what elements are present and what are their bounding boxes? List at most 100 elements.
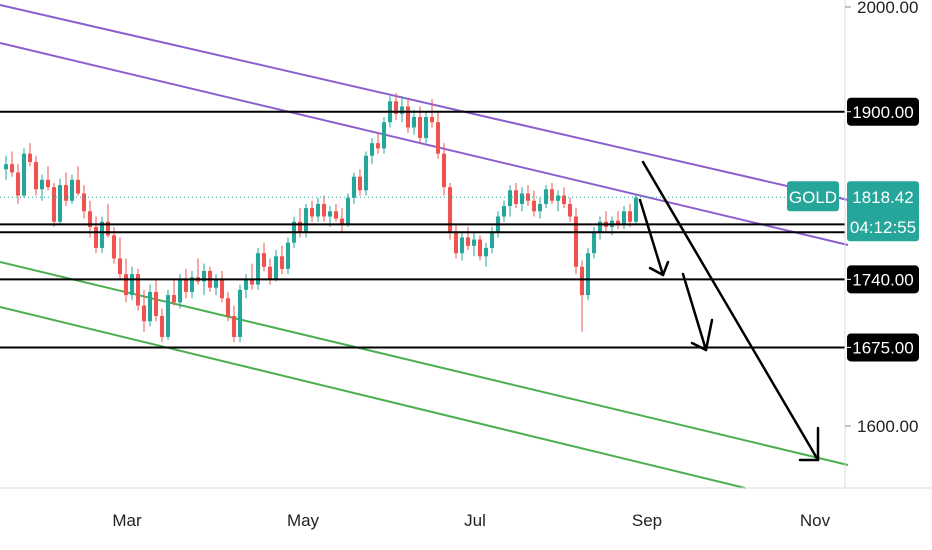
candle — [261, 242, 267, 271]
candle — [393, 92, 399, 121]
candle — [141, 289, 147, 332]
candle-body — [333, 211, 339, 219]
candle — [363, 151, 369, 196]
candle — [423, 111, 429, 144]
candle — [3, 155, 9, 180]
candle — [171, 279, 177, 306]
candle — [465, 226, 471, 251]
candle-body — [453, 232, 459, 254]
arrow-down-long — [641, 160, 820, 462]
candle-body — [99, 221, 105, 248]
candle — [15, 164, 21, 204]
candle — [447, 182, 453, 240]
candle-body — [243, 279, 249, 290]
candle-body — [3, 164, 9, 170]
candle — [45, 166, 51, 191]
candle — [615, 211, 621, 230]
candle — [123, 258, 129, 303]
candle-body — [177, 279, 183, 303]
candle — [627, 203, 633, 227]
candle — [39, 174, 45, 201]
candle-body — [567, 203, 573, 217]
candle-body — [429, 116, 435, 123]
candle — [339, 208, 345, 233]
candle-body — [561, 195, 567, 204]
countdown-text: 04:12:55 — [850, 218, 916, 237]
candle-body — [393, 101, 399, 114]
arrow-down-1 — [638, 198, 670, 277]
candle — [81, 185, 87, 219]
candle — [543, 185, 549, 209]
x-tick-label: May — [287, 511, 320, 530]
candle — [153, 279, 159, 322]
candle-body — [519, 193, 525, 204]
candle — [195, 258, 201, 285]
candle-body — [105, 221, 111, 236]
candle-body — [75, 179, 81, 194]
candle-body — [57, 185, 63, 222]
candle-body — [135, 274, 141, 306]
candle-body — [315, 203, 321, 217]
level-label-box — [847, 333, 919, 362]
arrow-down-1-shaft — [638, 198, 665, 277]
candle — [9, 151, 15, 177]
candle-body — [591, 232, 597, 254]
candle — [489, 226, 495, 254]
candle — [321, 195, 327, 222]
candle — [477, 235, 483, 261]
candle — [231, 305, 237, 343]
y-tick-label: 1600.00 — [857, 417, 918, 436]
candle — [429, 99, 435, 128]
candle-body — [261, 253, 267, 267]
candle-body — [213, 279, 219, 288]
candle-body — [303, 208, 309, 233]
candle-body — [45, 179, 51, 188]
candle — [381, 116, 387, 154]
candle-body — [93, 226, 99, 248]
level-label-text: 1740.00 — [852, 270, 913, 289]
green-channel-upper — [0, 261, 849, 466]
candle — [243, 274, 249, 299]
candle-body — [555, 195, 561, 201]
candle — [555, 190, 561, 212]
candle — [519, 187, 525, 212]
arrow-down-2 — [681, 272, 714, 352]
candle-body — [531, 200, 537, 212]
candle-body — [471, 239, 477, 246]
arrow-down-2-head — [690, 318, 714, 352]
candle — [525, 185, 531, 207]
candle — [63, 172, 69, 207]
arrow-down-2-shaft — [681, 272, 708, 352]
candle — [273, 250, 279, 282]
y-tick-label: 2000.00 — [857, 0, 918, 17]
candle-body — [279, 256, 285, 269]
candle-body — [201, 270, 207, 282]
candle — [309, 200, 315, 222]
candle — [549, 182, 555, 204]
candle — [597, 216, 603, 240]
candle-body — [447, 187, 453, 233]
candle-body — [573, 216, 579, 267]
candle-body — [423, 116, 429, 138]
candle-body — [507, 190, 513, 207]
candle-body — [435, 122, 441, 154]
level-label-text: 1900.00 — [852, 103, 913, 122]
candle-body — [225, 298, 231, 317]
candle — [579, 260, 585, 332]
candle — [471, 232, 477, 257]
candle-body — [15, 172, 21, 196]
purple-channel-upper — [0, 4, 849, 201]
candle — [75, 166, 81, 196]
candle — [159, 308, 165, 343]
candle-body — [9, 164, 15, 173]
candle — [33, 155, 39, 196]
candle-body — [351, 176, 357, 198]
candle-body — [129, 274, 135, 296]
candle — [603, 211, 609, 233]
x-tick-label: Sep — [632, 511, 662, 530]
candle-body — [117, 258, 123, 275]
level-label-text: 1675.00 — [852, 338, 913, 357]
candle-body — [363, 155, 369, 191]
candle-body — [123, 274, 129, 296]
candle — [621, 206, 627, 230]
